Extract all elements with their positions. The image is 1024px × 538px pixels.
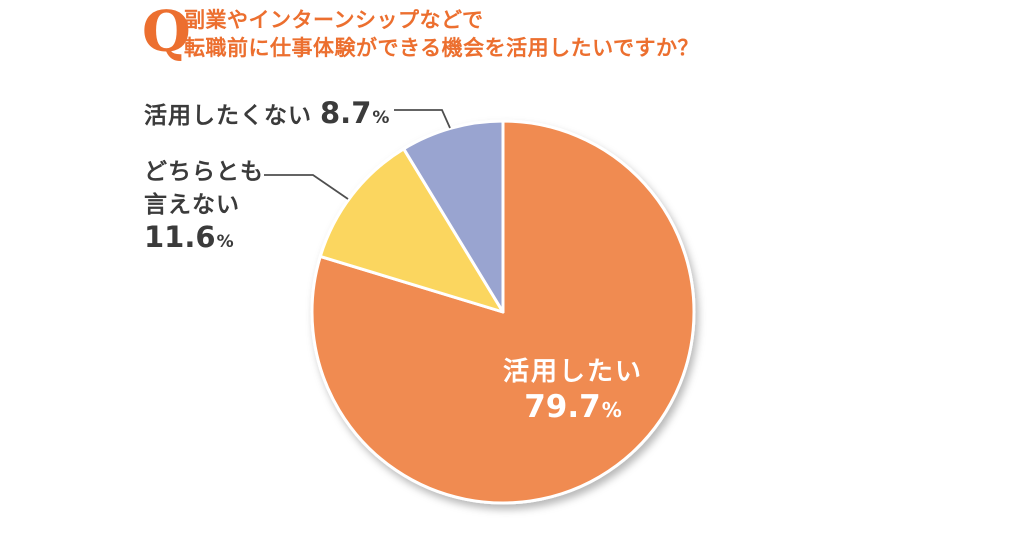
callout-neither-unit: %	[216, 232, 234, 252]
question-title: 副業やインターンシップなどで 転職前に仕事体験ができる機会を活用したいですか？	[184, 6, 699, 62]
question-title-line-1: 副業やインターンシップなどで	[184, 8, 484, 32]
pie-slice-0	[310, 119, 696, 505]
pie-inside-label-want-to-use: 活用したい 79.7%	[503, 356, 643, 429]
question-title-line-2: 転職前に仕事体験ができる機会を活用したいですか？	[184, 36, 699, 60]
pie-inside-label-value: 79.7	[524, 389, 601, 425]
pie-slice-1	[318, 147, 505, 314]
callout-neither-value: 11.6	[144, 220, 216, 254]
pie-slices-group	[310, 119, 696, 505]
pie-inside-label-value-row: 79.7%	[503, 388, 643, 429]
pie-inside-label-unit: %	[601, 398, 622, 422]
callout-dont-want-label: 活用したくない	[144, 103, 312, 129]
question-q-mark: Q	[142, 0, 191, 65]
callout-dont-want-to-use: 活用したくない 8.7 %	[144, 96, 389, 130]
callout-dont-want-value: 8.7	[320, 96, 372, 130]
callout-dont-want-unit: %	[372, 108, 390, 128]
callout-line-neither	[264, 174, 349, 200]
pie-slice-2	[402, 119, 505, 314]
callout-neither-label: どちらとも言えない	[144, 159, 264, 218]
callout-line-dont-want-to-use	[394, 109, 451, 129]
pie-inside-label-text: 活用したい	[502, 357, 644, 387]
callout-neither-value-row: 11.6 %	[144, 220, 234, 254]
